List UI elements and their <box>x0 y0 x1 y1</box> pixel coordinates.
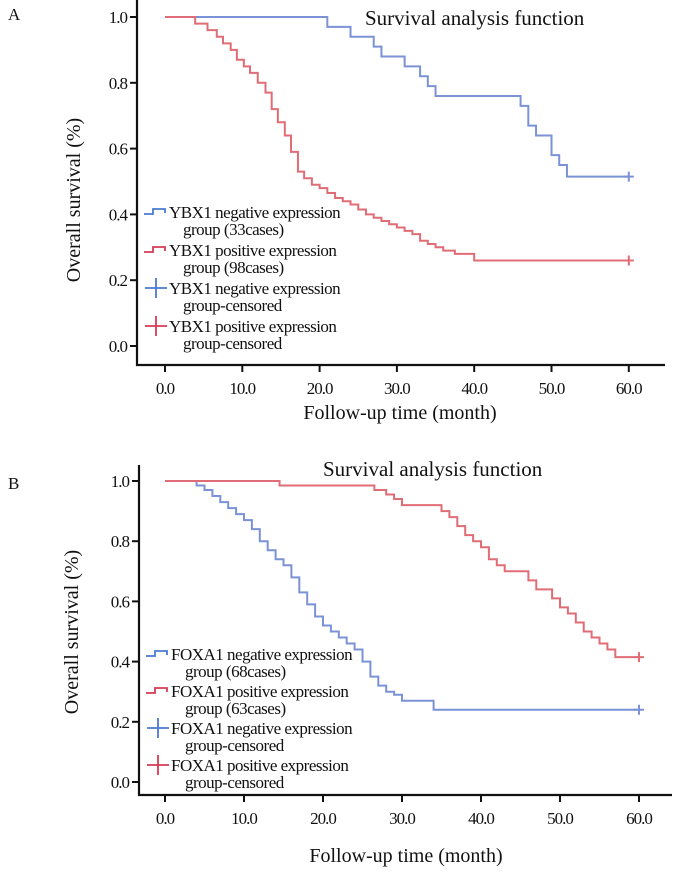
legend-label: YBX1 negative expression <box>169 279 341 298</box>
survival-curve-negative <box>165 16 629 178</box>
legend-label-continued: group (33cases) <box>183 220 284 239</box>
y-tick-label: 0.0 <box>109 337 128 356</box>
x-tick-label: 10.0 <box>231 809 257 828</box>
legend-label-continued: group-censored <box>185 773 285 792</box>
chart-title: Survival analysis function <box>365 6 585 30</box>
plot-curves <box>165 16 634 266</box>
censored-marker <box>623 255 634 266</box>
legend-label: FOXA1 negative expression <box>171 645 353 664</box>
x-tick-label: 50.0 <box>539 379 565 398</box>
legend-label: YBX1 negative expression <box>169 203 341 222</box>
y-tick-label: 0.4 <box>109 205 129 224</box>
censored-marker <box>623 171 634 182</box>
y-axis-ticks: 0.0 0.2 0.4 0.6 0.8 1.0 <box>111 472 139 792</box>
plot-curves <box>165 480 644 715</box>
x-axis-label: Follow-up time (month) <box>303 402 496 424</box>
y-tick-label: 0.6 <box>111 592 130 611</box>
panel-label: B <box>8 474 19 493</box>
chart-title: Survival analysis function <box>323 457 543 481</box>
survival-curve-positive <box>165 16 629 262</box>
y-axis-label: Overall survival (%) <box>61 550 83 714</box>
legend-label: YBX1 positive expression <box>169 241 337 260</box>
legend-step-icon <box>146 650 168 657</box>
x-axis-label: Follow-up time (month) <box>309 845 502 867</box>
y-axis-ticks: 0.0 0.2 0.4 0.6 0.8 1.0 <box>109 8 137 356</box>
x-tick-label: 30.0 <box>384 379 410 398</box>
survival-curve-positive <box>165 480 639 659</box>
y-tick-label: 0.2 <box>111 713 130 732</box>
chart-panel-a: A Survival analysis function Overall sur… <box>8 0 665 424</box>
y-tick-label: 0.4 <box>111 653 131 672</box>
legend-step-icon <box>146 687 168 694</box>
y-tick-label: 1.0 <box>109 8 128 27</box>
x-tick-label: 40.0 <box>468 809 494 828</box>
x-tick-label: 40.0 <box>461 379 487 398</box>
y-tick-label: 0.2 <box>109 271 128 290</box>
y-axis-label: Overall survival (%) <box>63 118 85 282</box>
x-tick-label: 60.0 <box>616 379 642 398</box>
y-tick-label: 0.0 <box>111 773 130 792</box>
axes-frame <box>135 0 665 367</box>
chart-panel-b: B Survival analysis function Overall sur… <box>8 457 672 867</box>
x-tick-label: 20.0 <box>310 809 336 828</box>
legend-label: FOXA1 positive expression <box>171 682 349 701</box>
censored-marker <box>634 652 644 663</box>
legend-cross-icon <box>147 755 169 775</box>
legend-label-continued: group-censored <box>185 736 285 755</box>
legend-label-continued: group-censored <box>183 334 283 353</box>
axes-frame <box>137 465 672 797</box>
x-axis-ticks: 0.0 10.0 20.0 30.0 40.0 50.0 60.0 <box>156 795 653 828</box>
legend-label: FOXA1 positive expression <box>171 756 349 775</box>
panel-label: A <box>8 5 21 24</box>
y-tick-label: 0.8 <box>109 74 128 93</box>
legend-label-continued: group (98cases) <box>183 258 284 277</box>
legend-cross-icon <box>147 718 169 738</box>
legend-label-continued: group (68cases) <box>185 662 286 681</box>
x-tick-label: 20.0 <box>307 379 333 398</box>
x-axis-ticks: 0.0 10.0 20.0 30.0 40.0 50.0 60.0 <box>156 365 643 398</box>
legend-label-continued: group-censored <box>183 296 283 315</box>
x-tick-label: 0.0 <box>156 379 175 398</box>
censored-marker <box>634 704 644 715</box>
legend-step-icon <box>144 246 166 253</box>
y-tick-label: 0.8 <box>111 532 130 551</box>
x-tick-label: 30.0 <box>389 809 415 828</box>
legend-step-icon <box>144 208 166 215</box>
y-tick-label: 0.6 <box>109 140 128 159</box>
x-tick-label: 0.0 <box>156 809 175 828</box>
y-tick-label: 1.0 <box>111 472 130 491</box>
x-tick-label: 60.0 <box>626 809 652 828</box>
x-tick-label: 50.0 <box>547 809 573 828</box>
legend-cross-icon <box>145 278 167 298</box>
legend-label: FOXA1 negative expression <box>171 719 353 738</box>
legend-label: YBX1 positive expression <box>169 317 337 336</box>
x-tick-label: 10.0 <box>229 379 255 398</box>
survival-curve-negative <box>165 480 639 711</box>
legend-label-continued: group (63cases) <box>185 699 286 718</box>
legend-cross-icon <box>145 316 167 336</box>
